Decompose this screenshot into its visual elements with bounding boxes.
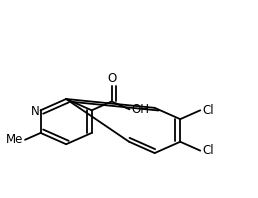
Text: Cl: Cl [202,144,214,157]
Text: N: N [30,105,39,118]
Text: O: O [107,72,116,85]
Text: Me: Me [6,133,23,146]
Text: Cl: Cl [202,104,214,117]
Text: OH: OH [132,103,150,116]
